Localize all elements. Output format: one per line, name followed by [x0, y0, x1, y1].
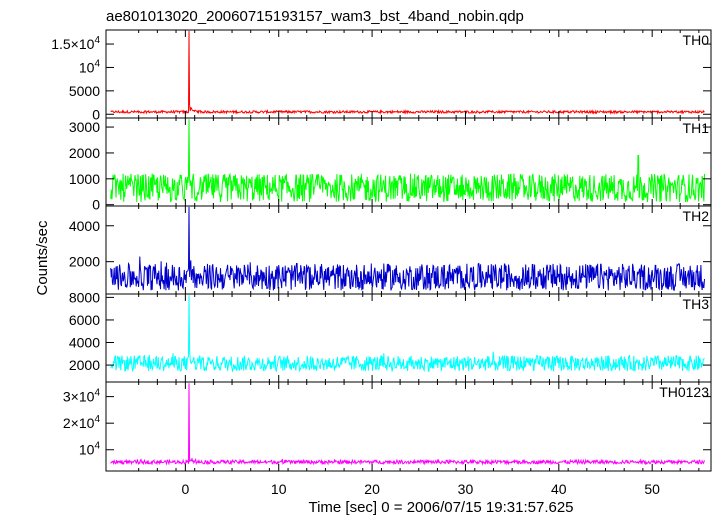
panel-label: TH3 — [683, 296, 710, 312]
x-axis: 0 10 20 30 40 50 — [181, 481, 660, 497]
x-axis-label: Time [sec] 0 = 2006/07/15 19:31:57.625 — [308, 499, 573, 516]
y-tick-label: 2×104 — [63, 414, 101, 431]
x-tick-label: 20 — [364, 481, 380, 497]
y-tick-label: 104 — [79, 58, 101, 75]
y-tick-label: 2000 — [69, 357, 100, 373]
y-tick-label: 8000 — [69, 289, 100, 305]
y-tick-label: 2000 — [69, 254, 100, 270]
y-tick-label: 0 — [92, 197, 100, 213]
y-tick-label: 104 — [79, 441, 101, 458]
panel-th1: TH1 0 1000 2000 3000 — [69, 117, 712, 213]
series-th0-line — [110, 30, 705, 115]
panel-label: TH2 — [683, 208, 710, 224]
y-tick-label: 1.5×104 — [51, 35, 100, 52]
panel-label: TH1 — [683, 120, 710, 136]
y-tick-label: 3000 — [69, 119, 100, 135]
panels: TH0050001041.5×104TH10100020003000TH2200… — [51, 29, 712, 497]
panel-th0: TH0 0 5000 104 1.5×104 — [51, 29, 712, 122]
panel-frame — [105, 29, 712, 119]
panel-th2: TH2 2000 4000 — [69, 205, 712, 295]
panel-frame — [105, 381, 712, 472]
series-th1-line — [110, 119, 705, 203]
panel-th3: TH3 2000 4000 6000 8000 — [69, 289, 712, 383]
x-tick-label: 0 — [181, 481, 189, 497]
y-tick-label: 2000 — [69, 145, 100, 161]
x-tick-label: 30 — [458, 481, 474, 497]
series-th3-line — [110, 295, 705, 373]
panel-label: TH0 — [683, 32, 710, 48]
y-tick-label: 6000 — [69, 312, 100, 328]
panel-label: TH0123 — [659, 384, 709, 400]
chart-title: ae801013020_20060715193157_wam3_bst_4ban… — [106, 8, 524, 25]
y-tick-label: 1000 — [69, 171, 100, 187]
y-tick-label: 4000 — [69, 335, 100, 351]
series-th2-line — [110, 206, 705, 292]
y-tick-label: 3×104 — [63, 388, 101, 405]
x-tick-label: 40 — [551, 481, 567, 497]
y-tick-label: 5000 — [69, 83, 100, 99]
y-axis-label: Counts/sec — [34, 220, 51, 296]
series-th0123-line — [110, 383, 705, 466]
x-tick-label: 50 — [644, 481, 660, 497]
panel-th0123: TH0123 104 2×104 3×104 — [63, 381, 712, 472]
y-tick-label: 0 — [92, 106, 100, 122]
y-tick-label: 4000 — [69, 218, 100, 234]
x-tick-label: 10 — [271, 481, 287, 497]
